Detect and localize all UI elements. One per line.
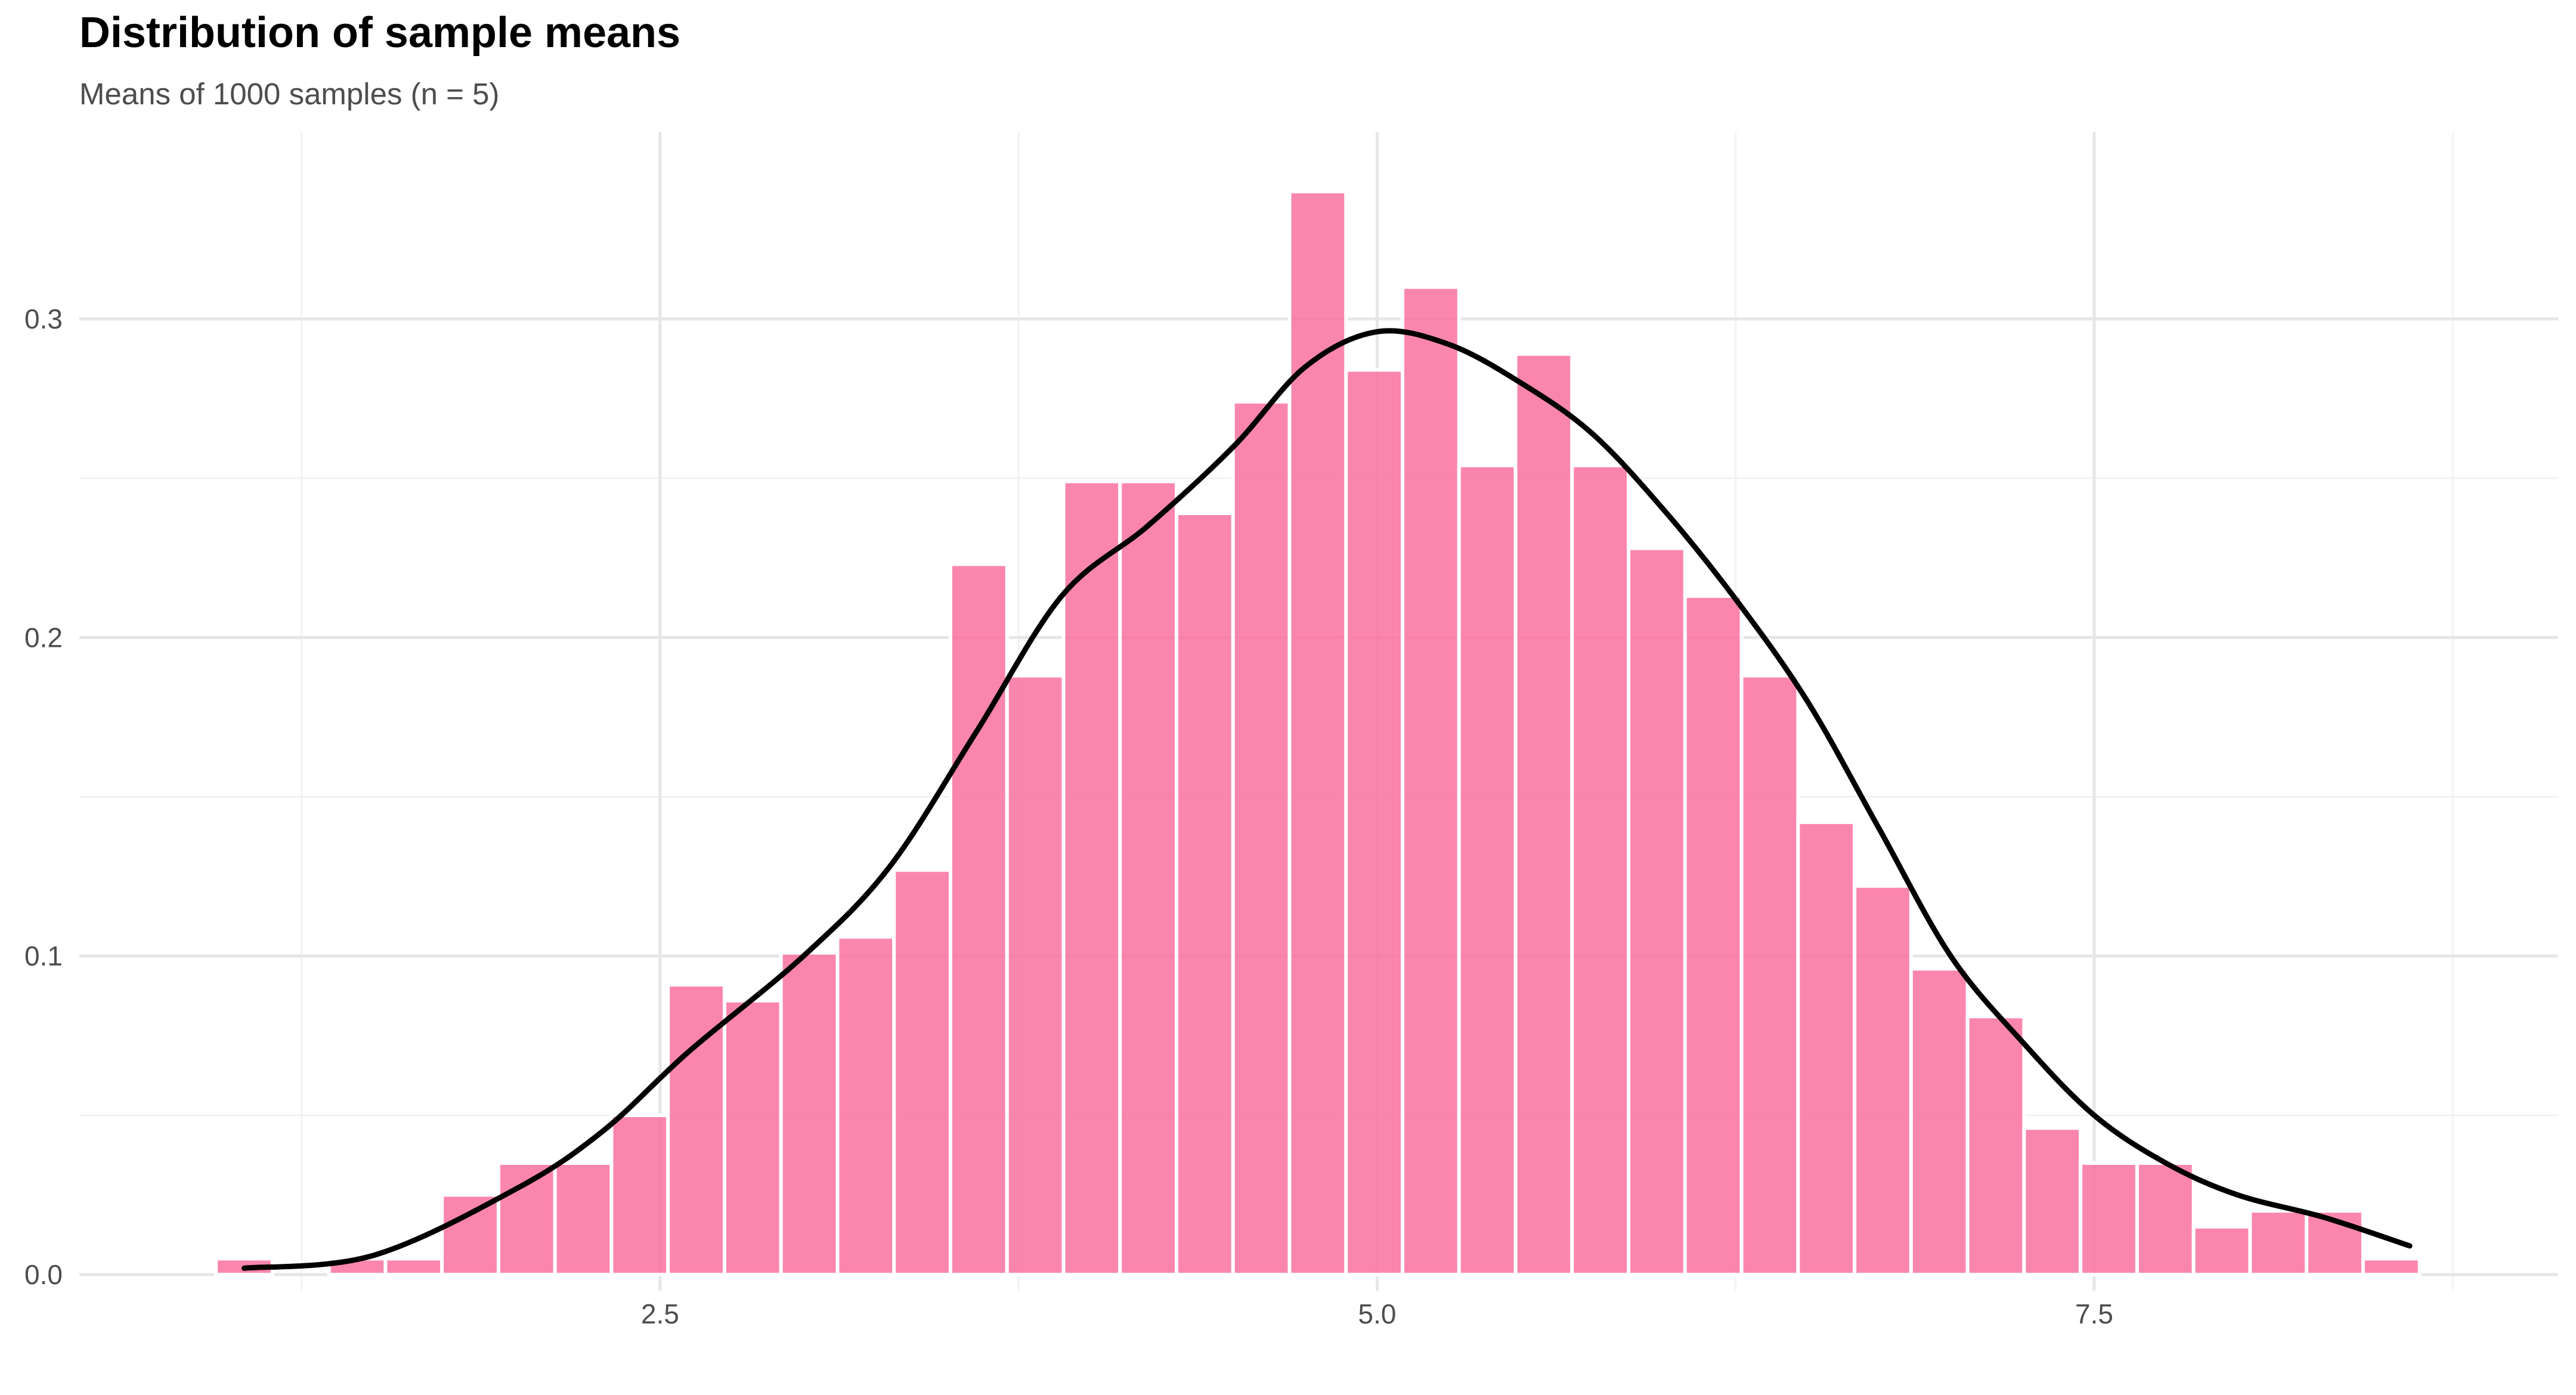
y-tick-label: 0.2 [24, 622, 63, 653]
x-tick-label: 7.5 [2075, 1298, 2113, 1329]
histogram-bar [2022, 1126, 2083, 1276]
density-curve-layer [242, 328, 2413, 1271]
histogram-bars [214, 190, 2422, 1277]
histogram-bar [1457, 463, 1518, 1276]
histogram-bar [1853, 884, 1913, 1276]
chart-subtitle: Means of 1000 samples (n = 5) [79, 77, 500, 111]
histogram-bar [1627, 546, 1687, 1276]
histogram-bar [892, 868, 953, 1276]
histogram-bar [722, 999, 783, 1277]
y-axis-ticks: 0.0 0.1 0.2 0.3 [24, 303, 63, 1290]
histogram-bar [779, 951, 840, 1277]
histogram-bar [1401, 285, 1461, 1277]
histogram-bar [835, 935, 896, 1276]
histogram-bar [440, 1193, 500, 1276]
histogram-bar [1965, 1015, 2026, 1276]
histogram-bar [1796, 820, 1857, 1277]
x-tick-label: 2.5 [641, 1298, 679, 1329]
histogram-bar [2361, 1257, 2422, 1277]
histogram-bar [609, 1113, 670, 1277]
histogram-bar [1175, 511, 1235, 1276]
chart-title: Distribution of sample means [79, 9, 681, 57]
histogram-bar [1231, 399, 1292, 1277]
histogram-bar [1061, 479, 1122, 1276]
histogram-bar [2248, 1209, 2309, 1276]
histogram-bar [1287, 190, 1348, 1276]
histogram-bar [1118, 479, 1179, 1276]
histogram-bar [2191, 1224, 2252, 1277]
histogram-bar [2135, 1161, 2196, 1276]
histogram-bar [1683, 594, 1744, 1276]
histogram-bar [1739, 674, 1800, 1277]
histogram-bar [1909, 967, 1970, 1277]
y-tick-label: 0.0 [24, 1259, 63, 1290]
y-tick-label: 0.1 [24, 941, 63, 972]
histogram-bar [2079, 1161, 2139, 1276]
histogram-bar [1344, 368, 1405, 1277]
histogram-bar [949, 562, 1009, 1276]
x-tick-label: 5.0 [1358, 1298, 1397, 1329]
histogram-bar [496, 1161, 557, 1276]
histogram-bar [1005, 674, 1066, 1277]
histogram-bar [553, 1161, 614, 1276]
x-axis-ticks: 2.5 5.0 7.5 [641, 1298, 2113, 1329]
y-tick-label: 0.3 [24, 303, 63, 334]
density-curve [242, 328, 2413, 1271]
histogram-bar [1570, 463, 1631, 1276]
histogram-bar [1513, 352, 1574, 1277]
histogram-bar [383, 1257, 444, 1277]
